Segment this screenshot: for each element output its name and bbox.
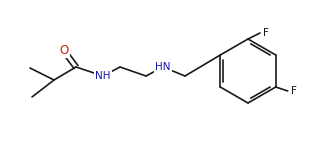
- Text: F: F: [263, 28, 269, 38]
- Text: F: F: [291, 86, 297, 96]
- Text: HN: HN: [155, 62, 171, 72]
- Text: O: O: [60, 44, 69, 58]
- Text: NH: NH: [95, 71, 111, 81]
